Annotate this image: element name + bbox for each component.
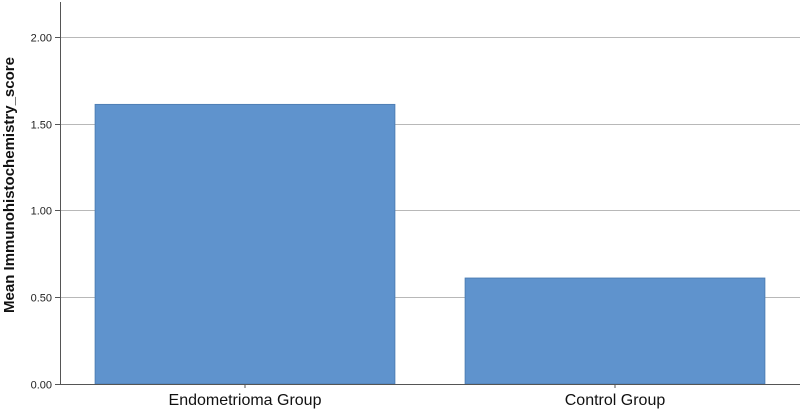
bar — [94, 103, 396, 385]
y-tick-label: 0.50 — [31, 293, 52, 305]
y-axis-title: Mean Immunohistochemistry_score — [1, 57, 18, 313]
x-tick-label: Control Group — [565, 392, 666, 409]
y-tick-label: 2.00 — [31, 33, 52, 45]
bar — [464, 277, 766, 385]
labels: 0.00 0.50 1.00 1.50 2.00 Endometrioma Group Co… — [31, 33, 666, 409]
x-tick-label: Endometrioma Group — [169, 392, 322, 409]
y-tick-label: 1.50 — [31, 120, 52, 132]
y-tick-label: 1.00 — [31, 206, 52, 218]
bars — [94, 103, 766, 385]
axes — [60, 2, 800, 388]
y-tick-label: 0.00 — [31, 380, 52, 392]
